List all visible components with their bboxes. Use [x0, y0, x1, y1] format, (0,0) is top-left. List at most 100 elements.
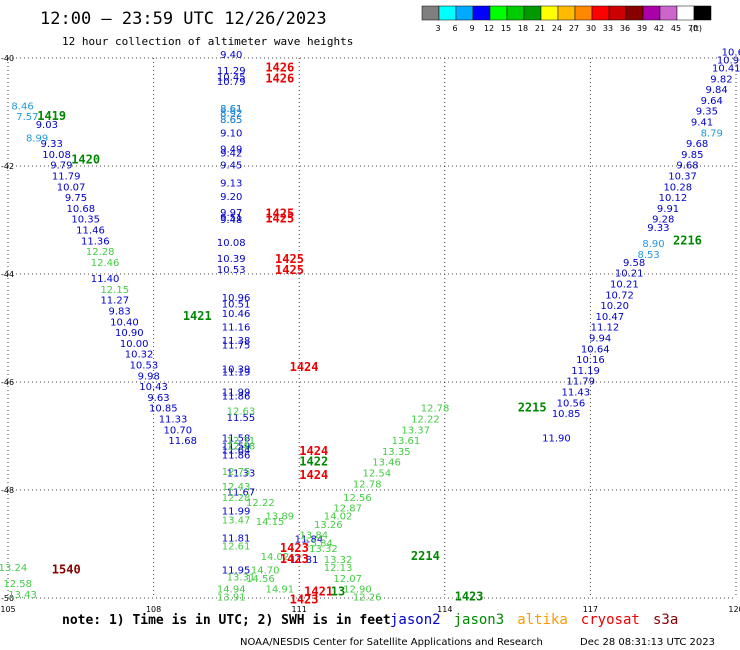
- wave-height-label: 10.16: [576, 355, 605, 366]
- wave-height-label: 10.41: [712, 64, 740, 75]
- wave-height-label: 12.15: [100, 285, 129, 296]
- wave-height-label: 10.72: [605, 290, 634, 301]
- wave-height-label: 10.56: [557, 398, 586, 409]
- pass-time-label: 1419: [37, 109, 66, 123]
- wave-height-label: 8.61: [220, 104, 242, 115]
- colorbar-label: 42: [654, 24, 664, 33]
- wave-height-label: 9.10: [220, 128, 242, 139]
- x-tick-label: 108: [146, 605, 161, 614]
- colorbar-label: 12: [484, 24, 494, 33]
- wave-height-label: 8.79: [701, 128, 723, 139]
- wave-height-label: 11.75: [222, 341, 251, 352]
- wave-height-label: 10.07: [57, 182, 86, 193]
- data-points: 9.4011.2910.4510.798.618.928.659.109.499…: [0, 47, 740, 603]
- x-tick-label: 120: [728, 605, 740, 614]
- wave-height-label: 12.13: [324, 563, 353, 574]
- wave-height-label: 10.79: [217, 77, 246, 88]
- colorbar-swatch: [489, 5, 508, 21]
- wave-height-label: 12.22: [411, 415, 440, 426]
- wave-height-label: 11.46: [76, 226, 105, 237]
- colorbar-label: 39: [637, 24, 647, 33]
- wave-height-label: 12.54: [363, 469, 392, 480]
- colorbar-label: 3: [435, 24, 440, 33]
- wave-height-label: 10.53: [217, 265, 246, 276]
- wave-height-label: 10.96: [222, 293, 251, 304]
- wave-height-label: 10.43: [139, 382, 168, 393]
- wave-height-label: 9.48: [220, 215, 242, 226]
- footer-credit: NOAA/NESDIS Center for Satellite Applica…: [240, 637, 543, 648]
- colorbar-label: 24: [552, 24, 562, 33]
- pass-time-label: 1422: [299, 455, 328, 469]
- colorbar-swatch: [438, 5, 457, 21]
- wave-height-label: 12.07: [333, 574, 362, 585]
- y-tick-label: -44: [1, 270, 14, 279]
- wave-height-label: 12.26: [353, 593, 382, 604]
- wave-height-label: 11.19: [571, 366, 600, 377]
- wave-height-label: 11.36: [81, 236, 110, 247]
- wave-height-label: 13.46: [372, 458, 401, 469]
- colorbar-label: 33: [603, 24, 613, 33]
- pass-time-label: 13: [331, 584, 345, 598]
- satellite-legend-item: cryosat: [581, 612, 640, 628]
- satellite-legend-item: s3a: [653, 612, 678, 628]
- wave-height-label: 10.21: [615, 269, 644, 280]
- footer-timestamp: Dec 28 08:31:13 UTC 2023: [580, 637, 715, 648]
- wave-height-label: 9.83: [108, 307, 130, 318]
- wave-height-label: 11.95: [222, 566, 251, 577]
- colorbar-label: 9: [469, 24, 474, 33]
- wave-height-label: 8.99: [26, 134, 48, 145]
- colorbar-swatch: [455, 5, 474, 21]
- satellite-legend: jason2 jason3 altika cryosat s3a: [390, 612, 678, 628]
- colorbar-swatch: [676, 5, 695, 21]
- wave-height-label: 9.40: [220, 50, 242, 61]
- wave-height-label: 10.39: [222, 364, 251, 375]
- pass-time-label: 2216: [673, 233, 702, 247]
- colorbar-swatch: [608, 5, 627, 21]
- colorbar-label: 70: [688, 24, 698, 33]
- wave-height-label: 9.20: [220, 192, 242, 203]
- wave-height-label: 12.43: [222, 482, 251, 493]
- wave-height-label: 12.78: [353, 479, 382, 490]
- x-tick-label: 105: [0, 605, 15, 614]
- wave-height-label: 13.35: [382, 447, 411, 458]
- wave-height-label: 10.47: [595, 312, 624, 323]
- colorbar-swatch: [591, 5, 610, 21]
- wave-height-label: 10.08: [42, 150, 71, 161]
- wave-height-label: 12.58: [3, 579, 32, 590]
- wave-height-label: 11.79: [52, 172, 81, 183]
- wave-height-label: 12.75: [222, 467, 251, 478]
- wave-height-label: 11.55: [227, 413, 256, 424]
- wave-height-label: 9.63: [147, 393, 169, 404]
- wave-height-label: 10.68: [66, 204, 95, 215]
- pass-time-label: 1426: [265, 71, 294, 85]
- wave-height-label: 9.28: [652, 215, 674, 226]
- wave-height-label: 14.15: [256, 517, 285, 528]
- y-tick-label: -42: [1, 162, 14, 171]
- wave-height-label: 13.84: [304, 539, 333, 550]
- wave-height-label: 10.39: [217, 254, 246, 265]
- wave-height-label: 11.86: [222, 391, 251, 402]
- wave-height-label: 9.49: [220, 145, 242, 156]
- axis-ticks: 105 108 111 114 117 120 -40 -42 -44 -46 -48 -50: [0, 54, 740, 614]
- wave-height-label: 9.94: [589, 334, 611, 345]
- grid: [7, 57, 737, 599]
- wave-height-label: 8.92: [220, 108, 242, 119]
- satellite-legend-item: jason3: [454, 612, 505, 628]
- time-labels: 1426142614191420142514251425142514211424…: [37, 61, 702, 607]
- wave-height-label: 8.90: [642, 239, 664, 250]
- wave-height-label: 13.47: [222, 515, 251, 526]
- wave-height-label: 11.99: [222, 388, 251, 399]
- wave-height-label: 12.56: [343, 493, 372, 504]
- colorbar-label: 30: [586, 24, 596, 33]
- wave-height-label: 9.98: [138, 371, 160, 382]
- wave-height-label: 13.37: [401, 425, 430, 436]
- pass-time-label: 1423: [290, 592, 319, 606]
- wave-height-label: 13.32: [324, 555, 353, 566]
- wave-height-label: 14.02: [324, 512, 353, 523]
- wave-height-label: 12.61: [222, 541, 251, 552]
- wave-height-label: 14.94: [217, 585, 246, 596]
- colorbar-label: 36: [620, 24, 630, 33]
- wave-height-label: 13.31: [227, 573, 256, 584]
- wave-height-label: 7.57: [16, 112, 38, 123]
